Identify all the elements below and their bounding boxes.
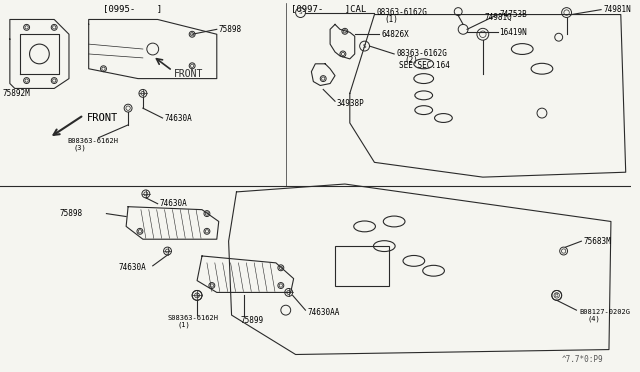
Text: 74981N: 74981N: [603, 5, 631, 14]
Text: 08363-6162G: 08363-6162G: [396, 49, 447, 58]
Text: 64826X: 64826X: [381, 30, 409, 39]
Text: 74753B: 74753B: [500, 10, 527, 19]
Text: 74981Q: 74981Q: [485, 13, 513, 22]
Text: B: B: [555, 293, 559, 298]
Text: SEE SEC.164: SEE SEC.164: [399, 61, 450, 70]
Text: (2): (2): [404, 56, 418, 65]
Text: B08363-6162H: B08363-6162H: [67, 138, 118, 144]
Text: 75892M: 75892M: [3, 89, 31, 98]
Text: 74630A: 74630A: [118, 263, 146, 272]
Text: 75898: 75898: [219, 25, 242, 34]
Text: 74630A: 74630A: [159, 199, 188, 208]
Text: (1): (1): [177, 322, 190, 328]
Bar: [335, 246, 389, 286]
Text: S08363-6162H: S08363-6162H: [168, 315, 218, 321]
Text: 75899: 75899: [241, 315, 264, 324]
Text: (1): (1): [384, 15, 398, 24]
Text: 34938P: 34938P: [337, 99, 365, 108]
Text: 75683M: 75683M: [583, 237, 611, 246]
Text: B08127-0202G: B08127-0202G: [579, 309, 630, 315]
Text: ^7.7*0:P9: ^7.7*0:P9: [562, 355, 604, 364]
Text: FRONT: FRONT: [173, 69, 203, 78]
Text: 74630AA: 74630AA: [307, 308, 340, 317]
Text: S: S: [299, 10, 302, 15]
Text: 75898: 75898: [59, 209, 83, 218]
Text: [0995-    ]: [0995- ]: [104, 4, 163, 13]
Text: (4): (4): [588, 316, 600, 322]
Text: 08363-6162G: 08363-6162G: [376, 8, 428, 17]
Text: FRONT: FRONT: [86, 113, 118, 123]
Text: S: S: [195, 293, 199, 298]
Text: [0997-    ]CAL: [0997- ]CAL: [291, 4, 366, 13]
Text: 16419N: 16419N: [500, 28, 527, 37]
Text: S: S: [363, 44, 366, 49]
Text: (3): (3): [74, 144, 86, 151]
Text: 74630A: 74630A: [164, 113, 192, 122]
